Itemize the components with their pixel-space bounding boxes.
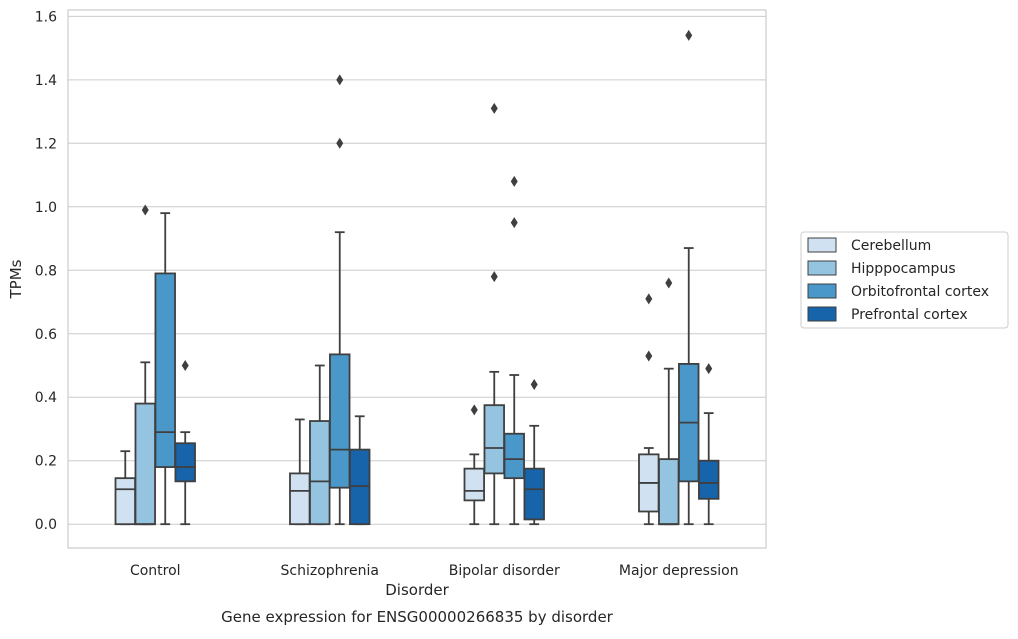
- legend: Cerebellum Hipppocampus Orbitofrontal cort…: [800, 231, 1009, 329]
- box-body: [329, 353, 351, 489]
- box-body: [483, 404, 505, 475]
- outlier-marker: [181, 359, 189, 371]
- box: [154, 212, 176, 526]
- box: [678, 29, 700, 526]
- x-tick-labels: Control Schizophrenia Bipolar disorder Majo…: [130, 563, 739, 579]
- box: [483, 102, 505, 526]
- box-group: [463, 102, 545, 526]
- legend-item: Hipppocampus: [807, 260, 956, 277]
- chart-title: Gene expression for ENSG00000266835 by d…: [221, 608, 614, 626]
- outlier-marker: [705, 363, 713, 375]
- box-group: [114, 204, 196, 526]
- box-body: [463, 467, 485, 502]
- box-body: [503, 432, 525, 480]
- x-tick-label: Bipolar disorder: [449, 563, 560, 579]
- y-tick-label: 0.2: [35, 454, 57, 470]
- y-tick-labels: 0.0 0.2 0.4 0.6 0.8 1.0 1.2 1.4 1.6: [35, 9, 57, 533]
- box-body: [309, 420, 331, 526]
- outlier-marker: [490, 102, 498, 114]
- legend-swatch: [807, 260, 837, 276]
- box-body: [658, 458, 680, 526]
- outlier-marker: [490, 271, 498, 283]
- legend-swatch: [807, 283, 837, 299]
- box: [134, 204, 156, 526]
- legend-swatch: [807, 237, 837, 253]
- legend-label: Hipppocampus: [851, 261, 956, 277]
- box: [174, 359, 196, 526]
- box: [349, 415, 371, 526]
- outlier-marker: [665, 277, 673, 289]
- legend-item: Orbitofrontal cortex: [807, 283, 989, 300]
- y-tick-label: 1.4: [35, 73, 57, 89]
- outlier-marker: [645, 293, 653, 305]
- legend-item: Prefrontal cortex: [807, 306, 968, 323]
- box: [698, 363, 720, 526]
- box-groups: [114, 29, 720, 526]
- x-tick-label: Major depression: [619, 563, 739, 579]
- box-body: [289, 472, 311, 526]
- outlier-marker: [530, 379, 538, 391]
- legend-label: Cerebellum: [851, 238, 931, 254]
- outlier-marker: [141, 204, 149, 216]
- outlier-marker: [685, 29, 693, 41]
- legend-label: Orbitofrontal cortex: [851, 284, 989, 300]
- box: [523, 379, 545, 526]
- legend-item: Cerebellum: [807, 237, 931, 254]
- y-axis-label: TPMs: [7, 259, 25, 299]
- box: [638, 293, 660, 526]
- legend-label: Prefrontal cortex: [851, 307, 968, 323]
- y-tick-label: 0.4: [35, 390, 57, 406]
- box-body: [114, 477, 136, 526]
- plot-frame: [67, 9, 767, 549]
- x-axis-label: Disorder: [385, 581, 449, 599]
- outlier-marker: [510, 175, 518, 187]
- box-group: [638, 29, 720, 526]
- box: [463, 404, 485, 526]
- x-tick-label: Control: [130, 563, 181, 579]
- box-group: [289, 74, 371, 526]
- box-body: [134, 402, 156, 526]
- outlier-marker: [510, 217, 518, 229]
- box: [289, 418, 311, 526]
- outlier-marker: [645, 350, 653, 362]
- box-body: [174, 442, 196, 483]
- legend-frame: [800, 231, 1009, 329]
- box: [503, 175, 525, 526]
- box-body: [698, 459, 720, 500]
- box: [658, 277, 680, 526]
- y-tick-label: 0.0: [35, 517, 57, 533]
- y-tick-label: 0.6: [35, 327, 57, 343]
- y-tick-label: 1.6: [35, 9, 57, 25]
- box: [309, 364, 331, 526]
- outlier-marker: [336, 74, 344, 86]
- y-tick-label: 1.2: [35, 136, 57, 152]
- legend-swatch: [807, 306, 837, 322]
- y-tick-label: 1.0: [35, 200, 57, 216]
- outlier-marker: [470, 404, 478, 416]
- x-tick-label: Schizophrenia: [281, 563, 379, 579]
- y-tick-label: 0.8: [35, 263, 57, 279]
- box-body: [154, 272, 176, 468]
- box-body: [523, 467, 545, 521]
- outlier-marker: [336, 137, 344, 149]
- box: [114, 450, 136, 526]
- box: [329, 74, 351, 526]
